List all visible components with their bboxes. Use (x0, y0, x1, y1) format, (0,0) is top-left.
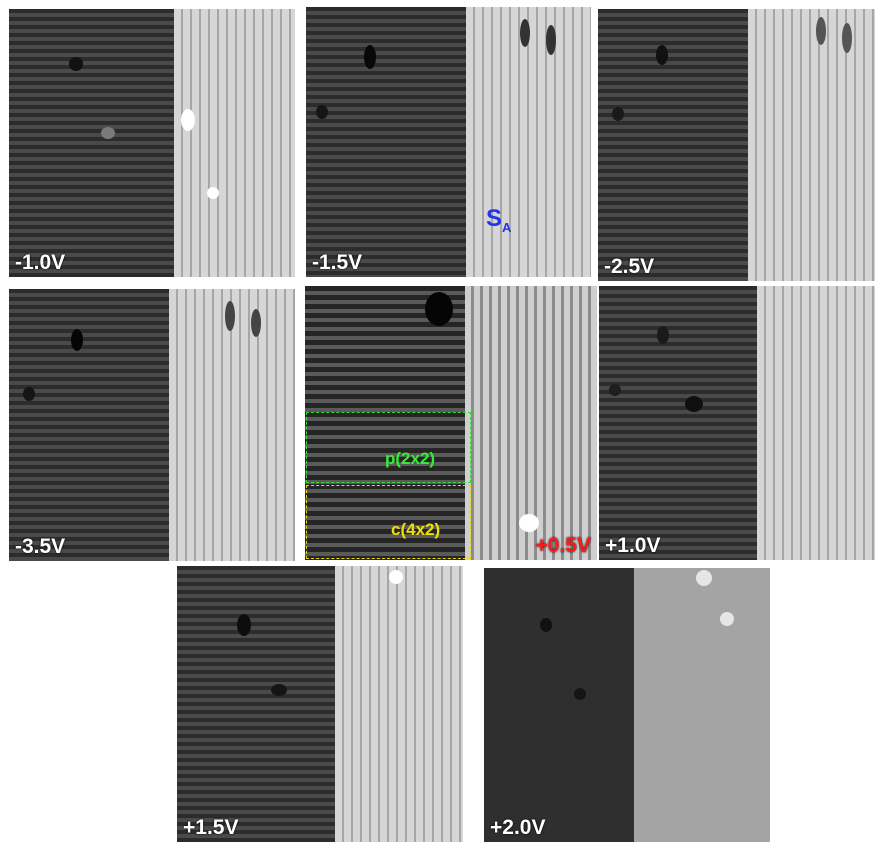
defect (389, 570, 403, 584)
defect (225, 301, 235, 331)
terrace-upper (169, 289, 295, 561)
defect (69, 57, 83, 71)
stm-panel-5: p(2x2) c(4x2) +0.5V (305, 286, 597, 560)
voltage-label: +1.0V (605, 534, 661, 557)
defect (207, 187, 219, 199)
stm-panel-4: -3.5V (9, 289, 295, 561)
terrace-upper (748, 9, 875, 281)
voltage-label: +1.5V (183, 816, 239, 839)
defect (520, 19, 530, 47)
terrace-upper (174, 9, 295, 277)
defect (364, 45, 376, 69)
defect (574, 688, 586, 700)
terrace-lower (306, 7, 466, 277)
stm-panel-6: +1.0V (599, 286, 875, 560)
terrace-upper (634, 568, 770, 842)
defect (685, 396, 703, 412)
terrace-lower (484, 568, 634, 842)
region-p2x2 (306, 412, 471, 483)
voltage-label: +2.0V (490, 816, 546, 839)
voltage-label: -3.5V (15, 535, 66, 558)
stm-panel-3: -2.5V (598, 9, 875, 281)
terrace-lower (9, 9, 174, 277)
defect (237, 614, 251, 636)
stm-panel-2: SA -1.5V (306, 7, 591, 277)
terrace-lower (9, 289, 169, 561)
site-label-sa: SA (486, 205, 511, 235)
defect (425, 292, 453, 326)
defect (23, 387, 35, 401)
defect (612, 107, 624, 121)
stm-panel-8: +2.0V (484, 568, 770, 842)
defect (546, 25, 556, 55)
terrace-lower (598, 9, 748, 281)
terrace-lower (599, 286, 757, 560)
defect (816, 17, 826, 45)
site-label-subscript: A (502, 219, 512, 235)
region-c4x2 (306, 485, 471, 559)
defect (519, 514, 539, 532)
voltage-label: -1.0V (15, 251, 66, 274)
defect (720, 612, 734, 626)
terrace-upper (757, 286, 875, 560)
defect (656, 45, 668, 65)
voltage-label: +0.5V (535, 534, 591, 557)
region-c4x2-label: c(4x2) (391, 520, 441, 539)
terrace-upper (335, 566, 463, 842)
region-p2x2-label: p(2x2) (385, 449, 436, 468)
stm-panel-1: -1.0V (9, 9, 295, 277)
site-label-text: S (486, 205, 503, 232)
voltage-label: -2.5V (604, 255, 655, 278)
defect (101, 127, 115, 139)
defect (251, 309, 261, 337)
voltage-label: -1.5V (312, 251, 363, 274)
defect (181, 109, 195, 131)
defect (696, 570, 712, 586)
defect (540, 618, 552, 632)
defect (271, 684, 287, 696)
stm-panel-7: +1.5V (177, 566, 463, 842)
terrace-lower (305, 286, 465, 560)
defect (609, 384, 621, 396)
defect (316, 105, 328, 119)
defect (657, 326, 669, 344)
terrace-lower (177, 566, 335, 842)
defect (842, 23, 852, 53)
terrace-upper (466, 7, 591, 277)
defect (71, 329, 83, 351)
